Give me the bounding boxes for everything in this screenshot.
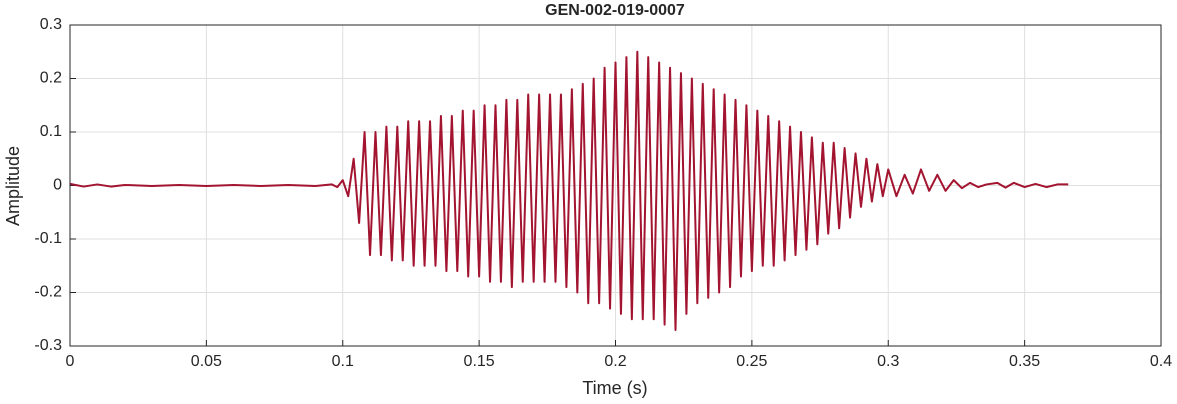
- x-tick-label: 0.25: [736, 353, 767, 370]
- y-tick-label: 0.1: [40, 123, 62, 140]
- x-tick-label: 0.35: [1009, 353, 1040, 370]
- y-tick-label: 0.3: [40, 16, 62, 33]
- x-tick-label: 0.15: [464, 353, 495, 370]
- x-tick-label: 0.4: [1150, 353, 1172, 370]
- x-tick-label: 0.2: [604, 353, 626, 370]
- y-tick-label: -0.1: [34, 230, 62, 247]
- chart-title: GEN-002-019-0007: [545, 2, 685, 19]
- x-axis-label: Time (s): [582, 378, 647, 398]
- x-tick-label: 0: [66, 353, 75, 370]
- plot-frame: [69, 24, 1162, 347]
- x-tick-label: 0.05: [191, 353, 222, 370]
- x-tick-label: 0.3: [877, 353, 899, 370]
- waveform: [69, 50, 1069, 331]
- x-tick-label: 0.1: [332, 353, 354, 370]
- y-tick-label: -0.2: [34, 284, 62, 301]
- y-tick-label: 0.2: [40, 70, 62, 87]
- y-tick-label: -0.3: [34, 337, 62, 354]
- y-axis-label: Amplitude: [3, 146, 23, 226]
- y-tick-label: 0: [53, 177, 62, 194]
